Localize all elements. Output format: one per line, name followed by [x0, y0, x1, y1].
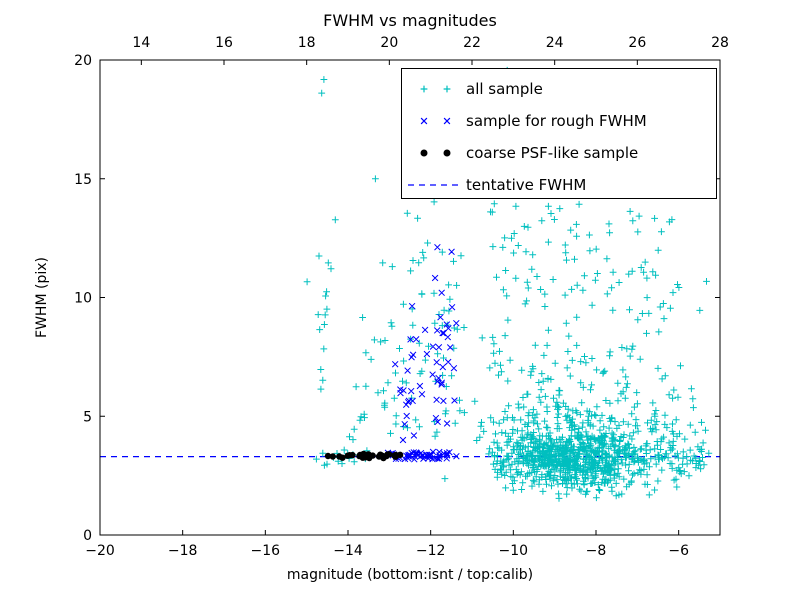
x-tick-label-bottom: −14 — [333, 543, 363, 559]
x-tick-label-top: 20 — [380, 35, 398, 51]
point-coarse-psf-sample — [360, 450, 367, 458]
chart-title: FWHM vs magnitudes — [323, 11, 497, 30]
x-tick-label-bottom: −16 — [251, 543, 281, 559]
legend-label-rough-fwhm: sample for rough FWHM — [466, 112, 647, 130]
y-tick-label: 10 — [74, 291, 92, 307]
x-tick-label-bottom: −8 — [586, 543, 607, 559]
y-tick-label: 20 — [74, 53, 92, 69]
y-tick-label: 5 — [83, 409, 92, 425]
y-tick-label: 15 — [74, 172, 92, 188]
point-coarse-psf-sample — [346, 452, 353, 459]
point-coarse-psf-sample — [324, 452, 332, 460]
point-coarse-psf-sample — [336, 453, 343, 460]
plus-marker-icon — [420, 85, 451, 93]
point-coarse-psf-sample — [384, 451, 391, 458]
x-tick-label-top: 16 — [215, 35, 233, 51]
x-tick-label-top: 26 — [628, 35, 646, 51]
x-tick-label-bottom: −10 — [499, 543, 529, 559]
points-rough-fwhm-sample — [384, 243, 460, 463]
y-tick-label: 0 — [83, 528, 92, 544]
legend: all sample sample for rough FWHM coarse … — [401, 68, 717, 199]
x-tick-label-top: 18 — [298, 35, 316, 51]
x-tick-label-top: 28 — [711, 35, 729, 51]
point-coarse-psf-sample — [377, 451, 385, 459]
x-marker-icon — [420, 117, 451, 125]
x-tick-label-top: 24 — [546, 35, 564, 51]
x-axis-label: magnitude (bottom:isnt / top:calib) — [287, 567, 533, 583]
x-tick-label-bottom: −20 — [85, 543, 115, 559]
dot-marker-icon — [443, 149, 451, 157]
legend-label-all-sample: all sample — [466, 80, 543, 98]
x-tick-label-top: 14 — [132, 35, 150, 51]
x-tick-label-bottom: −18 — [168, 543, 198, 559]
legend-marker-coarse-psf — [420, 149, 451, 157]
scatter-points-layer — [303, 66, 713, 502]
point-coarse-psf-sample — [329, 453, 336, 460]
x-tick-label-top: 22 — [463, 35, 481, 51]
legend-label-tentative-fwhm: tentative FWHM — [466, 176, 586, 194]
x-tick-label-bottom: −6 — [668, 543, 689, 559]
point-coarse-psf-sample — [392, 451, 399, 459]
legend-marker-all-sample — [420, 85, 451, 93]
axes-layer: −20 −18 −16 −14 −12 −10 −8 −6 14 16 18 20 22 24 26 28 0 5… — [74, 35, 729, 559]
y-axis-label: FWHM (pix) — [34, 257, 50, 338]
x-tick-label-bottom: −12 — [416, 543, 446, 559]
legend-marker-rough-fwhm — [420, 117, 451, 125]
legend-label-coarse-psf: coarse PSF-like sample — [466, 144, 638, 162]
dot-marker-icon — [420, 149, 428, 157]
legend-box — [401, 68, 717, 199]
